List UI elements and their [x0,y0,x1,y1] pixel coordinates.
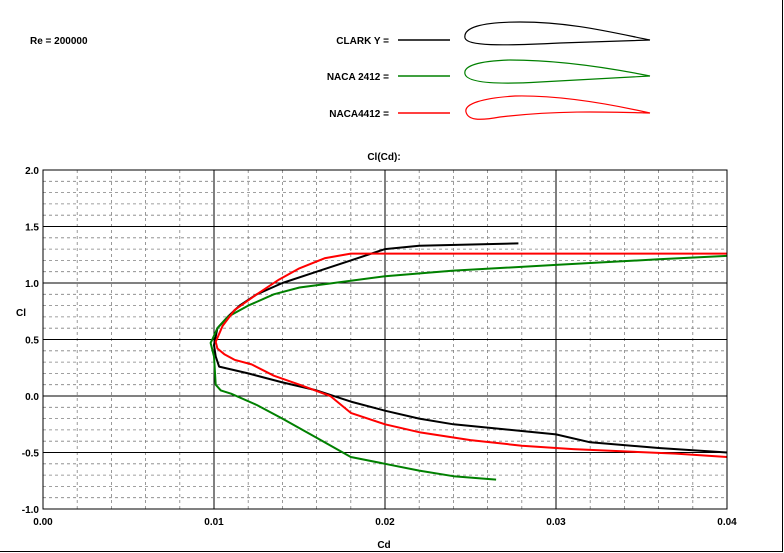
x-tick-label: 0.04 [717,517,737,528]
legend-label-naca-2412: NACA 2412 = [327,72,389,83]
series-line-naca-2412 [209,254,728,481]
legend-label-clark-y: CLARK Y = [336,36,389,47]
legend-label-naca4412: NACA4412 = [329,109,389,120]
y-axis-label: Cl [16,308,26,319]
grid [43,170,727,509]
series-line-naca4412 [214,252,728,458]
x-tick-label: 0.01 [204,517,224,528]
y-tick-label: 0.0 [25,392,39,403]
legend: CLARK Y = NACA 2412 = NACA4412 = [327,21,651,120]
reynolds-number-label: Re = 200000 [30,36,88,47]
ticks: 0.00 0.01 0.02 0.03 0.04 -1.0 -0.5 0.0 0.5 1.0 1.5… [22,166,737,528]
y-tick-label: -1.0 [22,505,40,516]
x-axis-label: Cd [377,540,390,551]
chart-title: Cl(Cd): [367,152,400,163]
x-tick-label: 0.02 [375,517,395,528]
airfoil-clark-y-icon [464,21,651,46]
series-line-clark-y [213,242,728,454]
x-tick-label: 0.03 [546,517,566,528]
airfoil-naca-2412-icon [464,59,651,84]
y-tick-label: 1.5 [25,223,39,234]
x-tick-label: 0.00 [33,517,53,528]
y-tick-label: 0.5 [25,336,39,347]
y-tick-label: -0.5 [22,449,40,460]
y-tick-label: 1.0 [25,279,39,290]
airfoil-naca4412-icon [465,95,651,120]
series [209,242,728,481]
plot-area [42,169,728,510]
y-tick-label: 2.0 [25,166,39,177]
